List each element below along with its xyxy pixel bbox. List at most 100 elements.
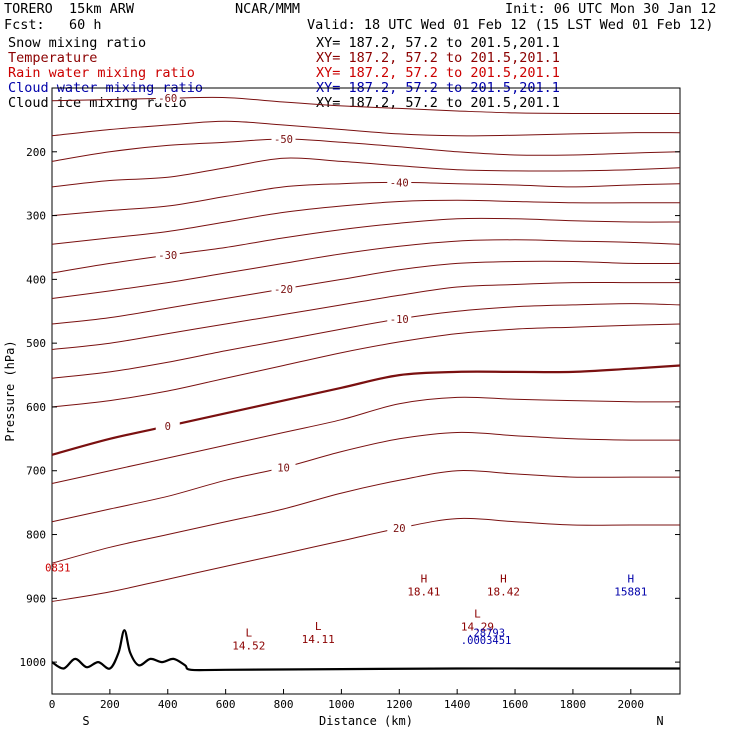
extremum-marker: H (627, 572, 634, 585)
y-tick-label: 500 (26, 337, 46, 350)
extremum-value: 18.42 (487, 585, 520, 598)
isotherm-label-bg (271, 461, 296, 473)
isotherm-line (51, 364, 681, 456)
isotherm-line (51, 323, 681, 408)
isotherm-label-group: 20 (387, 522, 412, 535)
isotherm-layer: -60 -50 -40 -30 -20 -10 0 10 20 (51, 92, 681, 602)
isotherm-label: 0 (165, 421, 171, 433)
isotherm-label-bg (387, 312, 412, 324)
isotherm-label-group: -60 (155, 92, 180, 105)
field-name-rain: Rain water mixing ratio (8, 65, 195, 81)
isotherm-label-group: 0 (155, 420, 180, 433)
isotherm-line (51, 303, 681, 379)
extremum-marker: L (245, 627, 252, 640)
isotherm-label-group: -20 (271, 282, 296, 296)
isotherm-label-group: -40 (387, 176, 412, 189)
isotherm-label: -30 (158, 250, 177, 262)
y-tick-label: 1000 (20, 656, 47, 669)
field-xy-rain: XY= 187.2, 57.2 to 201.5,201.1 (316, 65, 560, 81)
isotherm-label-bg (155, 249, 180, 261)
rain-water-value: 0831 (45, 563, 70, 575)
isotherm-label: -40 (390, 177, 409, 189)
isotherm-line (51, 470, 680, 564)
cloud-water-value: .0003451 (461, 635, 512, 647)
isotherm-label-group: -50 (271, 133, 296, 146)
isotherm-label: -20 (274, 284, 293, 296)
x-end-label-left: S (82, 714, 89, 728)
isotherm-line (51, 396, 681, 484)
y-tick-label: 900 (26, 592, 46, 605)
y-axis-title: Pressure (hPa) (3, 340, 17, 441)
extremum-marker: L (315, 620, 322, 633)
cloud-water-value: .28793 (467, 628, 505, 640)
isotherm-label-bg (271, 282, 296, 294)
x-tick-label: 0 (49, 698, 56, 711)
isotherm-line (51, 239, 681, 299)
y-tick-label: 800 (26, 529, 46, 542)
x-axis-title: Distance (km) (319, 714, 413, 728)
x-tick-label: 1800 (560, 698, 587, 711)
x-tick-label: 1000 (328, 698, 355, 711)
isotherm-label-group: -10 (387, 312, 412, 326)
x-tick-label: 2000 (618, 698, 645, 711)
field-name-snow: Snow mixing ratio (8, 35, 147, 51)
y-tick-label: 700 (26, 465, 46, 478)
x-tick-label: 1400 (444, 698, 471, 711)
isotherm-label: 20 (393, 523, 406, 535)
isotherm-line (51, 120, 681, 137)
extremum-value: 15881 (614, 585, 647, 598)
isotherm-label: -60 (158, 93, 177, 105)
isotherm-line (51, 96, 680, 115)
isotherm-label-bg (387, 176, 412, 188)
center-name: NCAR/MMM (235, 1, 301, 17)
center-layer: L14.52L14.11H18.41H18.42L14.29H15881.287… (45, 563, 647, 653)
isotherm-line (51, 217, 681, 274)
y-tick-label: 300 (26, 210, 46, 223)
x-tick-label: 600 (216, 698, 236, 711)
isotherm-line (51, 157, 681, 188)
isotherm-line (51, 260, 681, 325)
isotherm-label-bg (155, 420, 180, 432)
isotherm-line (51, 181, 681, 217)
x-tick-label: 400 (158, 698, 178, 711)
extremum-marker: H (421, 572, 428, 585)
isotherm-label-bg (155, 92, 180, 104)
isotherm-label-group: 10 (271, 461, 296, 475)
x-end-label-right: N (656, 714, 663, 728)
extremum-value: 18.41 (407, 585, 440, 598)
isotherm-line (51, 517, 680, 602)
isotherm-line (51, 199, 680, 245)
extremum-value: 14.52 (232, 640, 265, 653)
axis-layer: 0 200 400 600 800 1000 1200 1400 1600 1800 2000200… (20, 146, 680, 711)
isotherm-line (51, 431, 681, 523)
forecast-hour: Fcst: 60 h (4, 17, 102, 33)
header: TORERO 15km ARW NCAR/MMM Init: 06 UTC Mo… (0, 0, 740, 112)
x-tick-label: 200 (100, 698, 120, 711)
terrain-line (51, 629, 680, 672)
x-tick-label: 1200 (386, 698, 413, 711)
x-tick-label: 800 (274, 698, 294, 711)
valid-time: Valid: 18 UTC Wed 01 Feb 12 (15 LST Wed … (307, 17, 714, 33)
terrain-layer (51, 629, 680, 672)
isotherm-label: -50 (274, 134, 293, 146)
extremum-value: 14.11 (302, 633, 335, 646)
init-time: Init: 06 UTC Mon 30 Jan 12 (505, 1, 717, 17)
isotherm-line (51, 138, 681, 162)
isotherm-label: -10 (390, 314, 409, 326)
y-tick-label: 200 (26, 146, 46, 159)
model-title: TORERO 15km ARW (4, 1, 135, 17)
isotherm-label-bg (271, 133, 296, 145)
isotherm-line (51, 281, 680, 350)
extremum-value: 14.29 (461, 620, 494, 633)
field-name-temperature: Temperature (8, 50, 98, 66)
extremum-marker: H (500, 572, 507, 585)
plot-frame (51, 87, 681, 695)
x-tick-label: 1600 (502, 698, 529, 711)
isotherm-label-group: -30 (155, 249, 180, 262)
isotherm-label-bg (387, 522, 412, 534)
field-xy-snow: XY= 187.2, 57.2 to 201.5,201.1 (316, 35, 560, 51)
field-xy-temperature: XY= 187.2, 57.2 to 201.5,201.1 (316, 50, 560, 66)
extremum-marker: L (474, 607, 481, 620)
y-tick-label: 600 (26, 401, 46, 414)
